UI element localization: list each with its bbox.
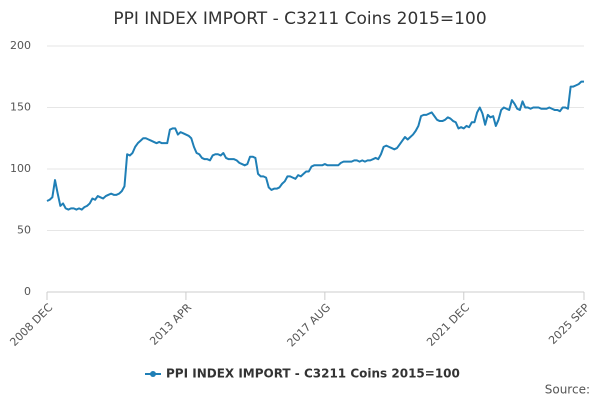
legend-label: PPI INDEX IMPORT - C3211 Coins 2015=100: [166, 367, 460, 381]
y-tick-label: 150: [10, 101, 31, 114]
x-tick-label: 2021 DEC: [424, 301, 472, 349]
x-tick-label: 2025 SEP: [546, 301, 592, 347]
source: Source:: [545, 383, 590, 397]
x-tick-label: 2013 APR: [147, 301, 194, 348]
series-line: [46, 80, 584, 211]
chart-title: PPI INDEX IMPORT - C3211 Coins 2015=100: [113, 9, 486, 29]
y-tick-label: 50: [17, 224, 31, 237]
legend-marker: [150, 371, 156, 377]
y-tick-label: 200: [10, 39, 31, 52]
x-tick-label: 2017 AUG: [285, 301, 334, 350]
y-tick-label: 0: [24, 285, 31, 298]
x-tick-label: 2008 DEC: [7, 301, 55, 349]
y-tick-label: 100: [10, 162, 31, 175]
